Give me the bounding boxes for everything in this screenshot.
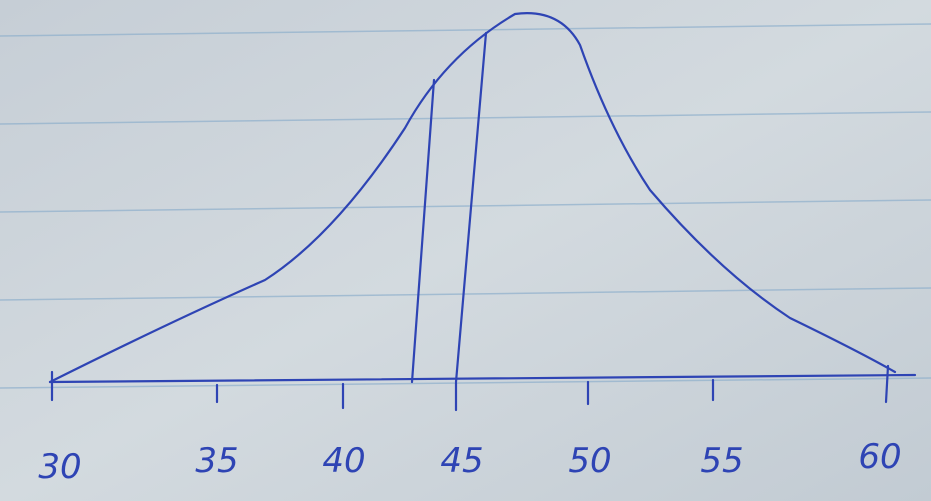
paper [0,0,931,501]
tick-label: 30 [38,447,81,487]
tick-label: 35 [195,441,238,481]
page: 30 35 40 45 50 55 60 (() => { const data… [0,0,931,501]
tick-label: 45 [440,441,483,481]
tick-label: 40 [322,441,365,481]
tick-label: 60 [858,437,901,477]
tick-label: 50 [568,441,611,481]
photo: 30 35 40 45 50 55 60 [0,0,931,501]
tick-label: 55 [700,441,743,481]
